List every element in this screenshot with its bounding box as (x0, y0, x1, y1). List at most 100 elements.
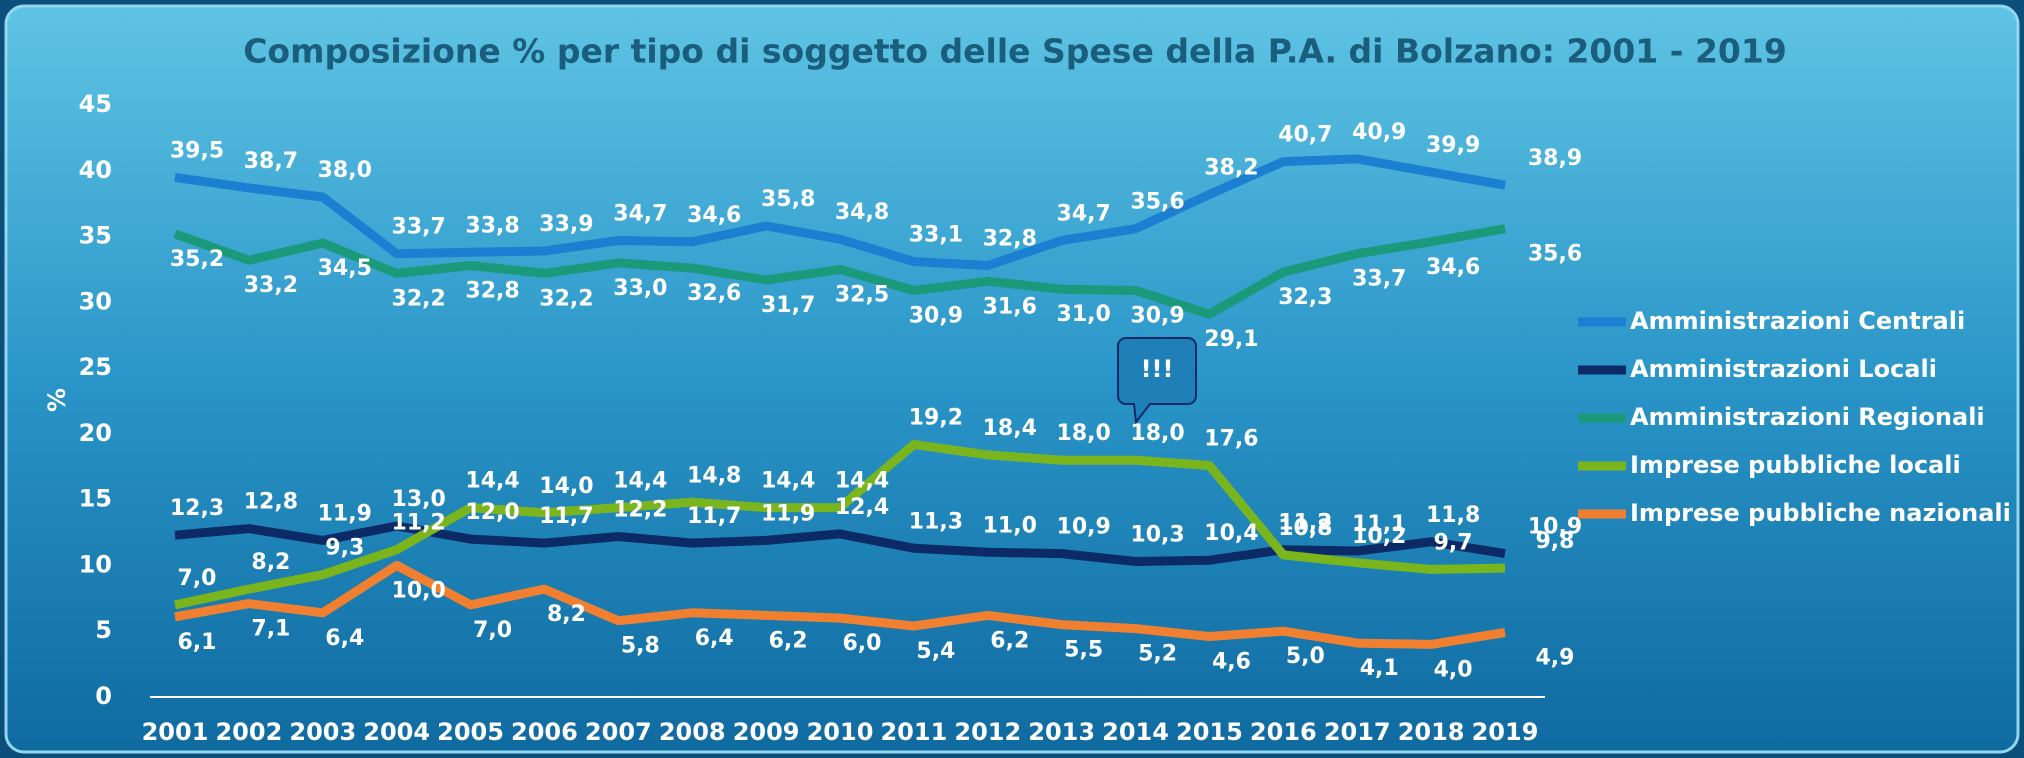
data-label: 5,2 (1138, 642, 1177, 667)
callout: !!! (1117, 337, 1197, 425)
data-label: 12,8 (244, 490, 298, 515)
data-label: 32,3 (1278, 285, 1332, 310)
data-label: 10,9 (1528, 515, 1582, 540)
x-tick-label: 2015 (1176, 718, 1243, 746)
x-tick-label: 2011 (880, 718, 947, 746)
data-label: 32,2 (392, 286, 446, 311)
data-label: 8,2 (547, 602, 586, 627)
x-tick-label: 2017 (1324, 718, 1391, 746)
data-label: 34,7 (613, 202, 667, 227)
data-label: 12,0 (465, 500, 519, 525)
data-label: 4,9 (1536, 646, 1575, 671)
data-label: 35,2 (170, 247, 224, 272)
x-tick-label: 2001 (142, 718, 209, 746)
data-label: 5,5 (1064, 638, 1103, 663)
x-tick-label: 2013 (1028, 718, 1095, 746)
data-label: 32,2 (539, 286, 593, 311)
data-label: 12,3 (170, 496, 224, 521)
y-axis-label: % (43, 388, 71, 412)
data-label: 35,6 (1528, 242, 1582, 267)
data-label: 5,4 (916, 639, 955, 664)
data-label: 12,4 (835, 495, 889, 520)
data-label: 31,7 (761, 293, 815, 318)
x-tick-label: 2006 (511, 718, 578, 746)
data-label: 11,2 (1278, 511, 1332, 536)
data-label: 4,0 (1434, 657, 1473, 682)
data-label: 33,2 (244, 273, 298, 298)
data-label: 29,1 (1204, 327, 1258, 352)
data-label: 12,2 (613, 498, 667, 523)
data-label: 5,8 (621, 634, 660, 659)
data-label: 30,9 (909, 303, 963, 328)
data-label: 7,0 (178, 566, 217, 591)
data-label: 14,4 (613, 469, 667, 494)
data-label: 6,2 (769, 628, 808, 653)
data-label: 11,2 (392, 511, 446, 536)
x-tick-label: 2018 (1398, 718, 1465, 746)
data-label: 35,8 (761, 187, 815, 212)
data-label: 35,6 (1130, 190, 1184, 215)
data-label: 38,7 (244, 149, 298, 174)
background (4, 4, 2020, 754)
data-label: 11,9 (761, 501, 815, 526)
data-label: 11,0 (983, 513, 1037, 538)
data-label: 8,2 (251, 550, 290, 575)
x-tick-label: 2008 (659, 718, 726, 746)
y-tick-label: 5 (95, 616, 112, 644)
y-tick-label: 45 (79, 90, 112, 118)
series-line (174, 154, 1506, 270)
data-label: 31,6 (983, 294, 1037, 319)
legend-label: Amministrazioni Centrali (1630, 307, 1965, 335)
y-tick-label: 25 (79, 353, 112, 381)
data-label: 10,3 (1130, 522, 1184, 547)
data-label: 33,9 (539, 212, 593, 237)
data-label: 11,3 (909, 509, 963, 534)
data-label: 4,1 (1360, 656, 1399, 681)
data-label: 18,4 (983, 416, 1037, 441)
data-label: 34,7 (1057, 202, 1111, 227)
data-label: 33,7 (392, 215, 446, 240)
x-tick-label: 2016 (1250, 718, 1317, 746)
x-tick-label: 2012 (954, 718, 1021, 746)
y-tick-label: 35 (79, 222, 112, 250)
data-label: 14,4 (761, 469, 815, 494)
data-label: 38,2 (1204, 155, 1258, 180)
x-tick-label: 2014 (1102, 718, 1169, 746)
data-label: 34,6 (1426, 255, 1480, 280)
data-label: 11,1 (1352, 512, 1406, 537)
data-label: 11,7 (539, 504, 593, 529)
data-label: 32,8 (465, 278, 519, 303)
x-tick-label: 2009 (733, 718, 800, 746)
data-label: 38,9 (1528, 146, 1582, 171)
data-label: 9,3 (325, 536, 364, 561)
data-label: 9,8 (1536, 529, 1575, 554)
data-label: 33,8 (465, 213, 519, 238)
legend-label: Imprese pubbliche nazionali (1630, 499, 2011, 527)
data-label: 4,6 (1212, 649, 1251, 674)
data-label: 11,8 (1426, 503, 1480, 528)
x-tick-label: 2019 (1472, 718, 1539, 746)
y-tick-label: 0 (95, 682, 112, 710)
data-label: 34,5 (318, 256, 372, 281)
legend-label: Imprese pubbliche locali (1630, 451, 1961, 479)
data-label: 11,7 (687, 504, 741, 529)
data-label: 33,7 (1352, 267, 1406, 292)
data-label: 17,6 (1204, 426, 1258, 451)
data-label: 6,1 (178, 630, 217, 655)
data-label: 40,9 (1352, 120, 1406, 145)
data-label: 14,8 (687, 463, 741, 488)
x-tick-label: 2007 (585, 718, 652, 746)
data-label: 19,2 (909, 405, 963, 430)
x-tick-label: 2010 (807, 718, 874, 746)
data-label: 18,0 (1057, 421, 1111, 446)
data-label: 31,0 (1057, 302, 1111, 327)
data-label: 10,8 (1278, 516, 1332, 541)
data-label: 30,9 (1130, 303, 1184, 328)
data-label: 10,4 (1204, 521, 1258, 546)
data-label: 6,0 (843, 631, 882, 656)
chart-title: Composizione % per tipo di soggetto dell… (243, 32, 1787, 71)
data-label: 11,9 (318, 501, 372, 526)
data-label: 7,1 (251, 617, 290, 642)
callout-box (1117, 337, 1197, 425)
y-tick-label: 15 (79, 485, 112, 513)
